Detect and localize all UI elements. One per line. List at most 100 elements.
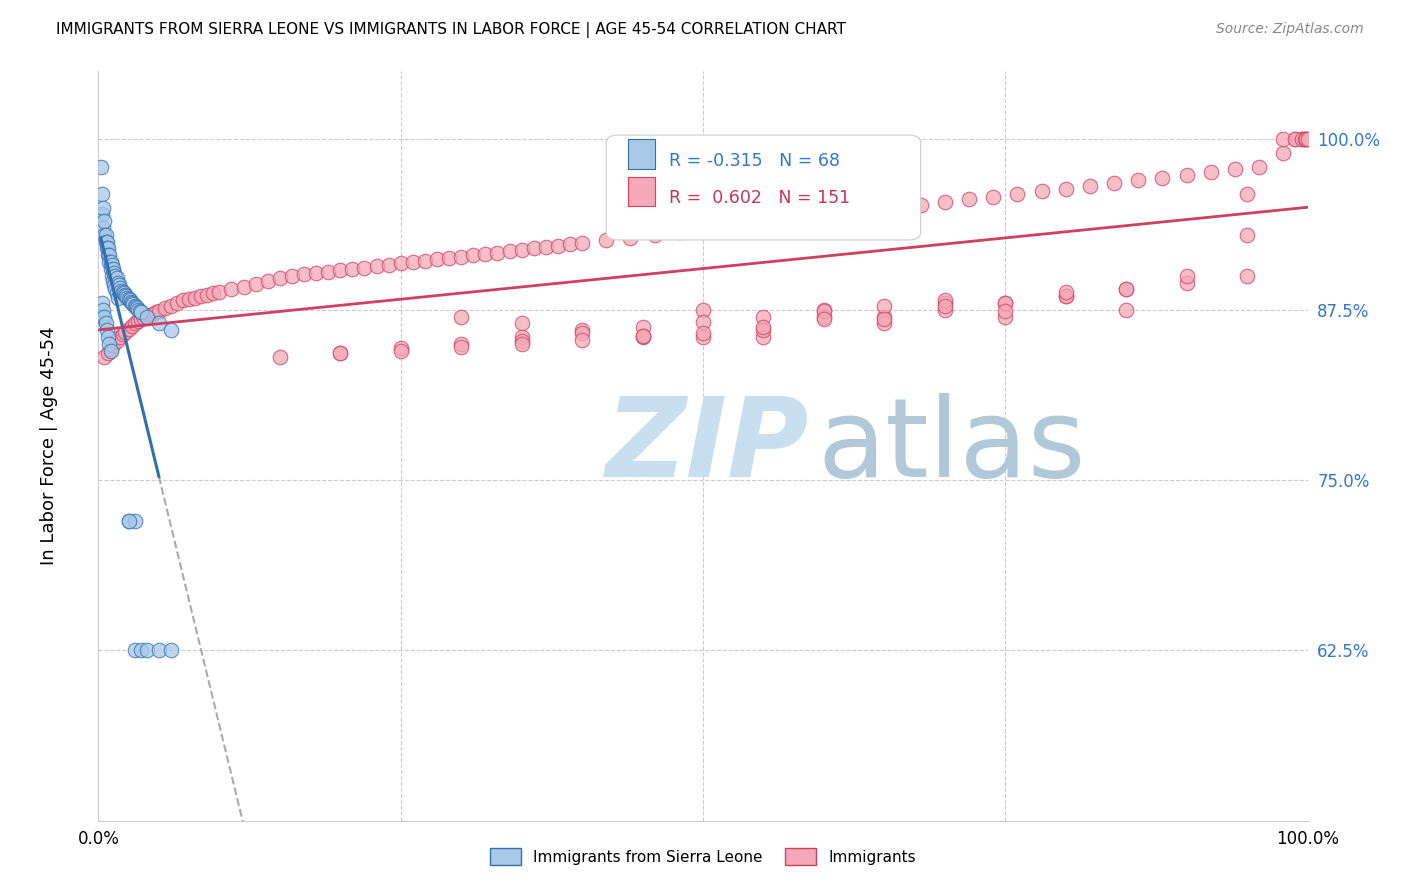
Point	[232, 279, 254, 293]
Point	[124, 299, 146, 313]
Text: R = -0.315   N = 68: R = -0.315 N = 68	[669, 152, 841, 169]
Point	[813, 302, 835, 317]
Point	[692, 222, 714, 236]
Point	[101, 261, 124, 276]
Point	[329, 346, 352, 360]
Point	[389, 341, 412, 355]
Point	[631, 320, 654, 334]
Point	[316, 265, 339, 279]
Text: IMMIGRANTS FROM SIERRA LEONE VS IMMIGRANTS IN LABOR FORCE | AGE 45-54 CORRELATIO: IMMIGRANTS FROM SIERRA LEONE VS IMMIGRAN…	[56, 22, 846, 38]
Point	[377, 258, 399, 272]
Point	[631, 328, 654, 343]
Point	[765, 214, 787, 228]
Point	[1294, 132, 1316, 146]
Point	[486, 245, 509, 260]
Point	[873, 310, 896, 324]
Point	[124, 643, 146, 657]
Point	[510, 243, 533, 257]
Point	[813, 304, 835, 318]
Point	[103, 278, 125, 293]
Point	[91, 221, 114, 235]
Point	[110, 284, 132, 298]
Point	[692, 330, 714, 344]
Point	[96, 242, 118, 256]
Point	[571, 326, 593, 340]
Point	[208, 285, 231, 299]
Point	[547, 238, 569, 252]
Point	[98, 336, 121, 351]
Point	[94, 227, 117, 242]
Point	[118, 293, 141, 308]
Point	[104, 282, 127, 296]
Point	[1236, 186, 1258, 201]
Point	[98, 248, 121, 262]
Point	[195, 287, 218, 301]
Point	[510, 317, 533, 331]
Point	[668, 225, 690, 239]
Text: Source: ZipAtlas.com: Source: ZipAtlas.com	[1216, 22, 1364, 37]
Point	[98, 255, 121, 269]
Point	[1175, 168, 1198, 182]
Point	[523, 242, 546, 256]
Point	[873, 312, 896, 326]
Point	[153, 301, 176, 316]
Point	[115, 289, 138, 303]
Point	[1054, 181, 1077, 195]
Point	[450, 340, 472, 354]
Point	[148, 643, 170, 657]
Point	[91, 310, 114, 324]
Point	[413, 253, 436, 268]
Point	[934, 296, 956, 310]
Point	[571, 235, 593, 250]
Point	[94, 317, 117, 331]
Point	[957, 193, 980, 207]
Point	[148, 317, 170, 331]
Point	[837, 206, 859, 220]
Point	[111, 327, 134, 342]
Point	[692, 315, 714, 329]
Point	[172, 293, 194, 308]
Point	[1249, 160, 1271, 174]
Point	[1284, 132, 1306, 146]
Point	[450, 250, 472, 264]
Point	[93, 351, 115, 365]
Point	[97, 242, 120, 256]
Point	[934, 299, 956, 313]
Point	[184, 291, 207, 305]
Point	[93, 227, 115, 242]
Point	[127, 301, 149, 316]
Point	[139, 308, 162, 322]
Point	[1199, 165, 1222, 179]
Point	[93, 310, 115, 324]
Point	[1236, 268, 1258, 283]
Bar	[628, 177, 655, 206]
Point	[134, 310, 156, 325]
Point	[437, 251, 460, 265]
Text: R =  0.602   N = 151: R = 0.602 N = 151	[669, 189, 851, 207]
Point	[934, 293, 956, 308]
Point	[510, 330, 533, 344]
Point	[498, 244, 520, 259]
Point	[342, 261, 364, 276]
Point	[1291, 132, 1313, 146]
Point	[1054, 289, 1077, 303]
Point	[1175, 268, 1198, 283]
Point	[118, 322, 141, 336]
Point	[93, 214, 115, 228]
Point	[160, 643, 183, 657]
Point	[426, 252, 449, 267]
Point	[107, 276, 129, 290]
Point	[96, 323, 118, 337]
Point	[752, 323, 775, 337]
Point	[510, 334, 533, 348]
Point	[108, 278, 131, 293]
Point	[91, 296, 114, 310]
Bar	[628, 139, 655, 169]
Point	[305, 266, 328, 280]
Point	[128, 304, 150, 318]
Point	[1284, 132, 1306, 146]
Point	[100, 255, 122, 269]
Point	[202, 286, 225, 301]
Point	[353, 260, 375, 275]
Point	[256, 274, 278, 288]
